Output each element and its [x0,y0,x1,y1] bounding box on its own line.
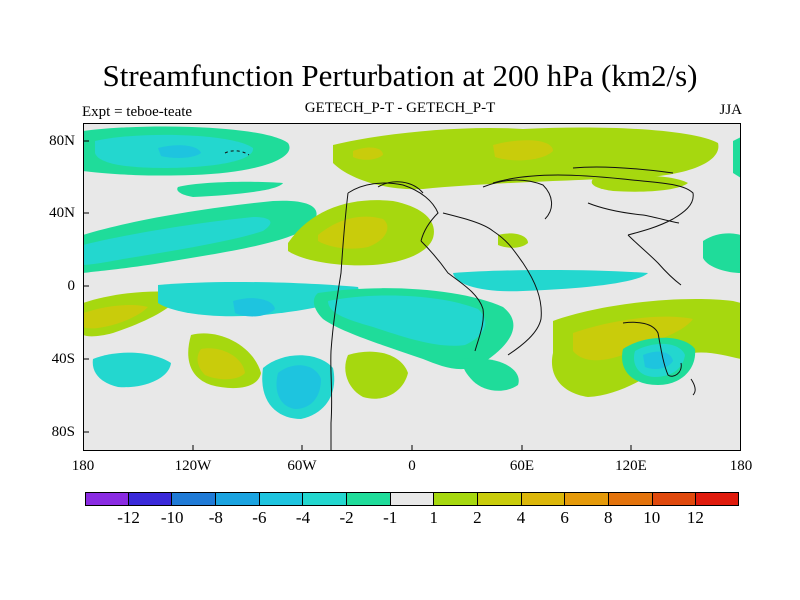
colorbar-label: 4 [516,508,526,527]
colorbar-swatch [172,492,217,506]
map-plot-area [83,123,741,451]
x-tick-label-60e: 60E [509,458,535,474]
colorbar-swatch [303,492,348,506]
new-zealand-coast [690,378,696,396]
east-asia-coast [627,234,682,286]
colorbar-swatch [216,492,260,506]
colorbar-label: -10 [160,508,184,527]
colorbar-swatch [565,492,610,506]
arctic-island-outline [224,150,250,156]
greenland-coast [377,181,424,194]
colorbar-label: 12 [686,508,704,527]
x-tick-label-0: 0 [408,458,416,474]
experiment-label: Expt = teboe-teate [82,104,193,120]
colorbar-swatch [434,492,479,506]
iceland-coast [482,179,552,220]
contour-north-west [83,126,290,176]
north-america-east [347,182,439,242]
colorbar-swatch [259,492,304,506]
colorbar-swatch [609,492,653,506]
colorbar-label: 8 [603,508,613,527]
americas-west-coast [330,192,349,451]
y-tick-label-80s: 80S [51,424,75,440]
colorbar-label: -4 [295,508,311,527]
colorbar-swatch [347,492,391,506]
colorbar-swatch [478,492,522,506]
colorbar [85,492,740,506]
colorbar-label: 2 [473,508,482,527]
season-label: JJA [719,102,742,118]
colorbar-label: -12 [117,508,140,527]
contour-map [83,123,741,451]
contour-tropical-north [83,200,741,273]
colorbar-swatch [696,492,740,506]
contour-equatorial [83,270,648,337]
y-tick-label-0: 0 [67,278,76,294]
contour-south-west [92,333,408,419]
x-tick-label-60w: 60W [287,458,317,474]
eurasia-coast [492,174,694,236]
colorbar-swatch [85,492,129,506]
contour-northeast-edge [733,137,741,178]
x-tick-label-120w: 120W [174,458,212,474]
colorbar-label: -8 [208,508,223,527]
y-tick-label-40n: 40N [49,205,75,221]
x-tick-label-120e: 120E [615,458,647,474]
colorbar-label: -6 [252,508,267,527]
y-tick-label-40s: 40S [51,351,75,367]
colorbar-label: -2 [339,508,354,527]
contour-south-central [313,288,519,391]
colorbar-swatch [521,492,566,506]
colorbar-label: 6 [560,508,569,527]
dataset-label: GETECH_P-T - GETECH_P-T [304,100,496,116]
south-america-east [420,240,484,352]
africa-coast [442,212,542,356]
coastlines [224,150,696,451]
colorbar-swatch [652,492,697,506]
plot-title: Streamfunction Perturbation at 200 hPa (… [102,58,698,93]
axis-ticks [83,140,632,451]
x-tick-label-180e: 180 [729,458,753,474]
contour-subtropical-north [177,175,688,197]
australia-coast [622,321,682,377]
x-tick-label-180w: 180 [71,458,95,474]
siberia-outline [572,166,674,174]
colorbar-label: -1 [383,508,398,527]
himalaya-outline [587,202,680,224]
colorbar-swatch [390,492,435,506]
colorbar-swatch [128,492,173,506]
contour-north-central [333,127,719,190]
colorbar-label: 10 [643,508,661,527]
y-tick-label-80n: 80N [49,133,75,149]
contour-southeast [551,299,741,397]
colorbar-label: 1 [429,508,439,527]
